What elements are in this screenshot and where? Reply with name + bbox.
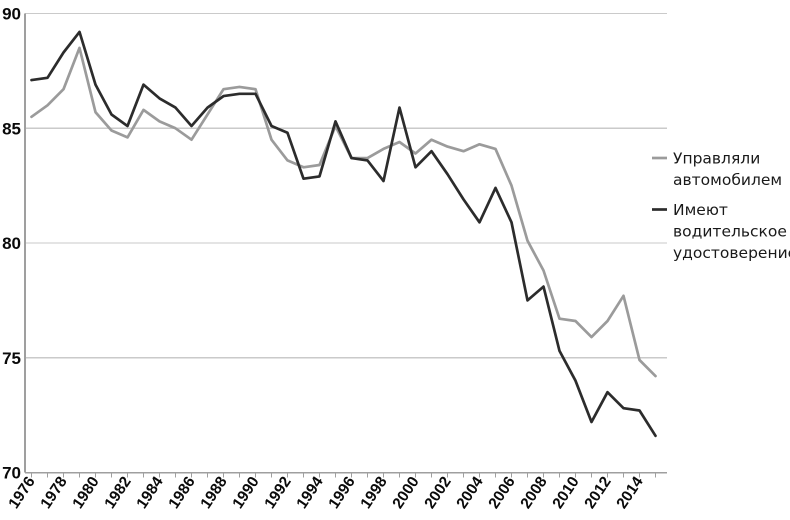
y-tick-label-85: 85 <box>2 119 21 138</box>
legend-item-license: Имеют водительское удостоверение <box>652 201 790 262</box>
y-tick-label-80: 80 <box>2 234 21 253</box>
legend-label-drove: Управляли автомобилем <box>673 150 782 190</box>
y-tick-label-90: 90 <box>2 5 21 24</box>
legend-label-line: Имеют <box>673 201 728 219</box>
y-tick-labels: 90 85 80 75 70 <box>2 5 21 483</box>
legend-label-line: водительское <box>673 223 787 241</box>
y-tick-label-75: 75 <box>2 349 21 368</box>
legend-label-license: Имеют водительское удостоверение <box>673 201 790 262</box>
legend-label-line: Управляли <box>673 150 760 168</box>
y-tick-label-70: 70 <box>2 464 21 483</box>
legend-label-line: удостоверение <box>673 244 790 262</box>
legend: Управляли автомобилем Имеют водительское удо… <box>652 150 790 262</box>
series-line-license <box>30 30 657 438</box>
legend-label-line: автомобилем <box>673 171 782 189</box>
x-ticks <box>31 472 656 478</box>
legend-item-drove: Управляли автомобилем <box>652 150 782 190</box>
